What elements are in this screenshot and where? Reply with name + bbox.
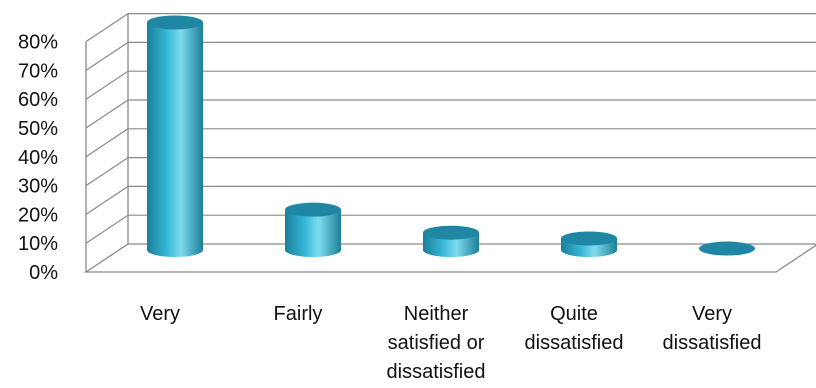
gridline-diagonal bbox=[85, 214, 129, 244]
bar-body bbox=[147, 22, 203, 258]
bar bbox=[699, 241, 755, 256]
gridline-diagonal bbox=[85, 41, 129, 71]
bar-body bbox=[285, 209, 341, 257]
bar-top bbox=[561, 231, 617, 246]
x-tick-label: Neither satisfied or dissatisfied bbox=[387, 303, 486, 383]
y-tick-label: 50% bbox=[18, 118, 58, 140]
x-tick-label: Fairly bbox=[274, 303, 323, 325]
y-tick-label: 20% bbox=[18, 204, 58, 226]
y-tick-label: 30% bbox=[18, 176, 58, 198]
gridline-diagonal bbox=[85, 13, 129, 43]
chart-floor bbox=[83, 243, 816, 273]
y-tick-label: 10% bbox=[18, 233, 58, 255]
bar-top bbox=[147, 15, 203, 30]
bar bbox=[285, 202, 341, 257]
x-tick-label: Very bbox=[140, 303, 180, 325]
x-tick-label: Quite dissatisfied bbox=[525, 303, 624, 354]
bar-top bbox=[699, 241, 755, 256]
x-tick-label: Very dissatisfied bbox=[663, 303, 762, 354]
x-axis-labels: Very Fairly Neither satisfied or dissatisfie… bbox=[140, 303, 761, 383]
bar-body bbox=[423, 232, 479, 257]
bars bbox=[147, 15, 755, 258]
bar-top bbox=[285, 202, 341, 217]
y-axis-ticks: 0% 10% 20% 30% 40% 50% 60% 70% 80% bbox=[18, 32, 58, 284]
bar bbox=[423, 225, 479, 257]
y-tick-label: 80% bbox=[18, 32, 58, 54]
gridline-diagonal bbox=[85, 128, 129, 158]
bar bbox=[147, 15, 203, 258]
bar bbox=[561, 231, 617, 257]
gridlines bbox=[85, 13, 816, 244]
bar-top bbox=[423, 225, 479, 240]
gridline-diagonal bbox=[85, 185, 129, 215]
y-tick-label: 70% bbox=[18, 60, 58, 82]
y-tick-label: 40% bbox=[18, 147, 58, 169]
y-tick-label: 0% bbox=[29, 262, 58, 284]
gridline-diagonal bbox=[85, 70, 129, 100]
gridline-diagonal bbox=[85, 99, 129, 129]
y-tick-label: 60% bbox=[18, 89, 58, 111]
gridline-diagonal bbox=[85, 157, 129, 187]
